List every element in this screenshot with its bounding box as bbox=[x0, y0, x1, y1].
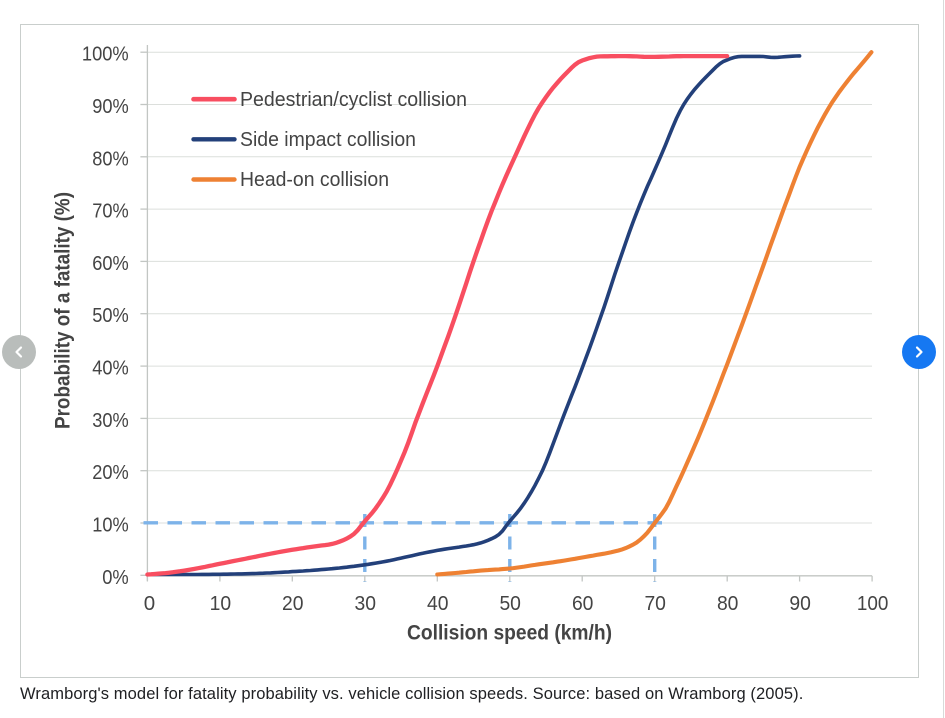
svg-text:100%: 100% bbox=[82, 43, 129, 66]
svg-text:90: 90 bbox=[789, 592, 811, 615]
svg-text:10: 10 bbox=[210, 592, 232, 615]
svg-text:30: 30 bbox=[355, 592, 377, 615]
svg-text:50%: 50% bbox=[92, 304, 129, 327]
svg-text:100: 100 bbox=[857, 592, 889, 615]
svg-text:70: 70 bbox=[644, 592, 666, 615]
svg-text:0: 0 bbox=[144, 592, 155, 615]
svg-text:80%: 80% bbox=[92, 147, 129, 170]
svg-text:10%: 10% bbox=[92, 514, 129, 537]
svg-text:Head-on collision: Head-on collision bbox=[240, 169, 389, 191]
svg-text:30%: 30% bbox=[92, 409, 129, 432]
svg-text:Collision speed (km/h): Collision speed (km/h) bbox=[407, 622, 612, 645]
svg-text:Probability of a fatality (%): Probability of a fatality (%) bbox=[52, 192, 75, 429]
svg-text:Side impact collision: Side impact collision bbox=[240, 129, 416, 151]
svg-text:80: 80 bbox=[717, 592, 739, 615]
svg-text:20%: 20% bbox=[92, 461, 129, 484]
svg-text:40%: 40% bbox=[92, 357, 129, 380]
svg-text:40: 40 bbox=[427, 592, 449, 615]
svg-text:60: 60 bbox=[572, 592, 594, 615]
svg-text:0%: 0% bbox=[102, 566, 129, 589]
svg-text:90%: 90% bbox=[92, 95, 129, 118]
svg-text:20: 20 bbox=[282, 592, 304, 615]
svg-text:50: 50 bbox=[499, 592, 521, 615]
svg-text:Pedestrian/cyclist collision: Pedestrian/cyclist collision bbox=[240, 89, 467, 111]
svg-text:60%: 60% bbox=[92, 252, 129, 275]
svg-text:70%: 70% bbox=[92, 200, 129, 223]
